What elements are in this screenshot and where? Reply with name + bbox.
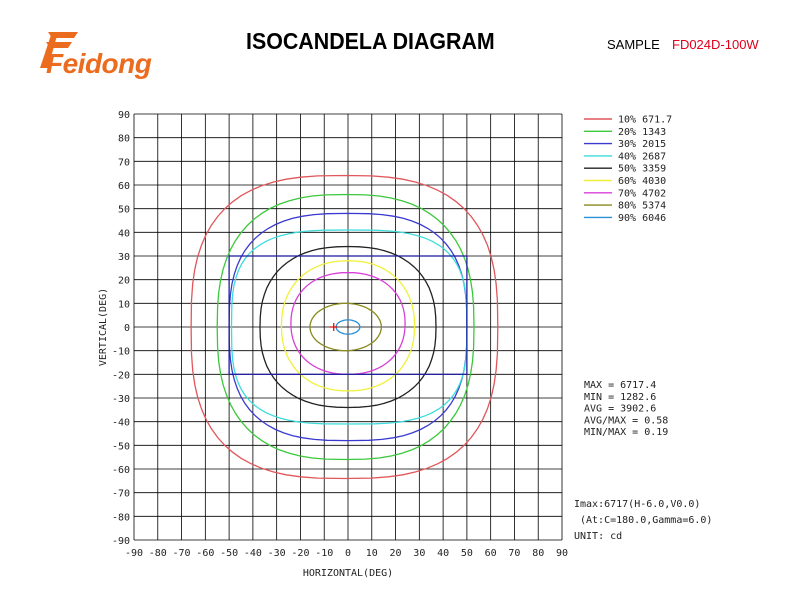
y-tick-label: 60: [118, 181, 130, 192]
x-tick-label: -70: [173, 548, 191, 559]
x-tick-label: -90: [125, 548, 143, 559]
x-axis-label: HORIZONTAL(DEG): [303, 568, 393, 579]
contour-line: [309, 302, 382, 352]
contour-line: [216, 193, 475, 461]
legend-entry: 60% 4030: [618, 176, 666, 187]
y-tick-label: 90: [118, 110, 130, 121]
contour-line: [190, 174, 499, 480]
legend-entry: 50% 3359: [618, 164, 666, 175]
legend-entry: 70% 4702: [618, 188, 666, 199]
y-tick-label: 20: [118, 276, 130, 287]
info-line: Imax:6717(H-6.0,V0.0): [574, 499, 700, 510]
y-tick-label: -10: [112, 347, 130, 358]
x-tick-label: 10: [366, 548, 378, 559]
y-tick-label: -80: [112, 512, 130, 523]
y-tick-label: -30: [112, 394, 130, 405]
stat-line: MIN = 1282.6: [584, 392, 656, 403]
y-tick-label: -20: [112, 370, 130, 381]
legend-entry: 80% 5374: [618, 201, 666, 212]
y-tick-label: -40: [112, 418, 130, 429]
x-tick-label: -40: [244, 548, 262, 559]
x-tick-label: 40: [437, 548, 449, 559]
stat-line: MAX = 6717.4: [584, 380, 656, 391]
contour-line: [230, 229, 468, 425]
x-tick-label: -80: [149, 548, 167, 559]
company-logo: Feidong: [34, 20, 154, 80]
x-tick-label: 70: [508, 548, 520, 559]
y-tick-label: -50: [112, 441, 130, 452]
stat-line: AVG/MAX = 0.58: [584, 415, 668, 426]
y-tick-label: 10: [118, 299, 130, 310]
x-tick-label: -50: [220, 548, 238, 559]
logo-text: Feidong: [46, 48, 152, 79]
page-title: ISOCANDELA DIAGRAM: [246, 28, 495, 54]
y-tick-label: -90: [112, 536, 130, 547]
x-tick-label: 50: [461, 548, 473, 559]
y-tick-label: 40: [118, 228, 130, 239]
x-tick-label: 60: [485, 548, 497, 559]
y-axis-label: VERTICAL(DEG): [98, 288, 109, 366]
logo-mark-icon: [40, 32, 78, 68]
target-rectangle: [228, 255, 468, 375]
y-tick-label: 30: [118, 252, 130, 263]
x-tick-label: 30: [413, 548, 425, 559]
legend-entry: 40% 2687: [618, 151, 666, 162]
x-tick-label: -10: [315, 548, 333, 559]
legend-entry: 20% 1343: [618, 127, 666, 138]
y-tick-label: 50: [118, 205, 130, 216]
stat-line: AVG = 3902.6: [584, 404, 656, 415]
x-tick-label: 90: [556, 548, 568, 559]
sample-label: SAMPLE: [607, 37, 660, 52]
sample-value: FD024D-100W: [672, 37, 759, 52]
info-line: UNIT: cd: [574, 531, 622, 542]
x-tick-label: -60: [196, 548, 214, 559]
legend-entry: 90% 6046: [618, 213, 666, 224]
contour-line: [290, 271, 406, 375]
info-line: (At:C=180.0,Gamma=6.0): [580, 515, 712, 526]
x-tick-label: -20: [291, 548, 309, 559]
y-tick-label: -70: [112, 489, 130, 500]
x-tick-label: 0: [345, 548, 351, 559]
stat-line: MIN/MAX = 0.19: [584, 427, 668, 438]
contour-line: [280, 260, 416, 392]
y-tick-label: 70: [118, 157, 130, 168]
x-tick-label: 20: [390, 548, 402, 559]
legend-entry: 30% 2015: [618, 139, 666, 150]
legend-entry: 10% 671.7: [618, 115, 672, 126]
x-tick-label: -30: [268, 548, 286, 559]
y-tick-label: -60: [112, 465, 130, 476]
x-tick-label: 80: [532, 548, 544, 559]
y-tick-label: 0: [124, 323, 130, 334]
y-tick-label: 80: [118, 134, 130, 145]
